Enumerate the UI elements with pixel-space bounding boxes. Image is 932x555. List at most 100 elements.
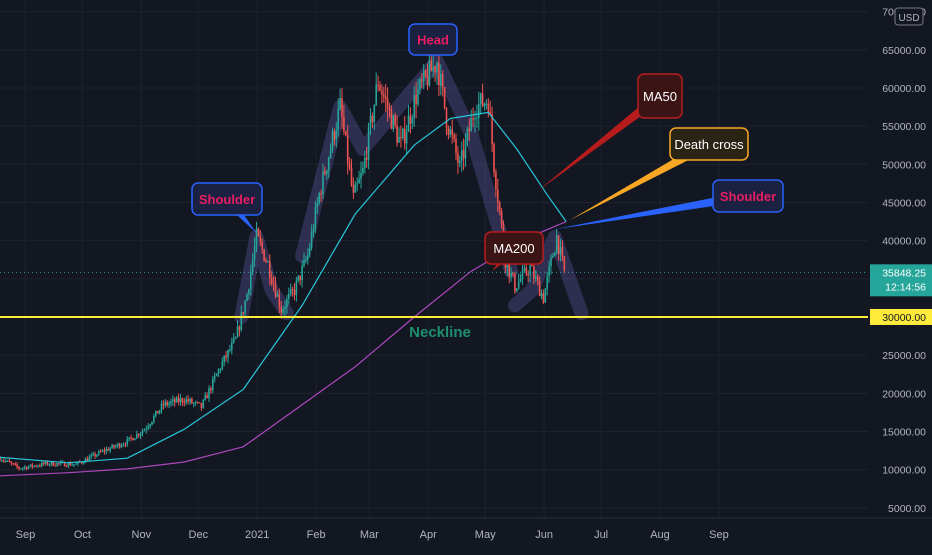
candle-body — [8, 460, 11, 463]
candle-body — [548, 266, 550, 277]
candle-body — [282, 309, 284, 313]
candle-body — [174, 399, 176, 403]
candle-body — [278, 294, 281, 308]
candle-body — [84, 458, 87, 463]
candle-body — [172, 399, 174, 402]
candle-body — [476, 117, 478, 119]
candle-body — [525, 267, 528, 274]
candle-body — [369, 115, 372, 127]
price-tick-label: 40000.00 — [882, 236, 926, 248]
candle-body — [18, 466, 20, 469]
candle-body — [86, 458, 89, 461]
candle-body — [189, 398, 191, 402]
candle-body — [455, 138, 457, 153]
candle-body — [221, 361, 224, 370]
candle-body — [33, 465, 35, 467]
countdown-label: 12:14:56 — [885, 281, 926, 293]
candle-body — [147, 426, 149, 429]
price-tick-label: 45000.00 — [882, 197, 926, 209]
candle-body — [181, 398, 184, 403]
neckline-price-badge — [870, 308, 932, 325]
time-tick-label: Nov — [132, 529, 152, 541]
candle-body — [162, 403, 165, 406]
callout-box[interactable] — [191, 182, 263, 216]
candle-body — [128, 437, 130, 439]
candle-body — [297, 275, 300, 281]
candle-body — [23, 466, 26, 468]
candle-body — [200, 402, 203, 408]
candle-body — [10, 462, 13, 464]
candle-body — [272, 283, 275, 285]
candle-body — [257, 228, 260, 237]
candle-body — [139, 433, 142, 436]
candle-body — [345, 131, 347, 136]
callout-box[interactable] — [637, 73, 683, 119]
time-tick-label: 2021 — [245, 529, 269, 541]
candle-body — [421, 79, 423, 82]
candle-body — [407, 115, 410, 132]
candle-body — [438, 62, 440, 86]
candle-body — [510, 272, 512, 277]
callout-label: Shoulder — [720, 189, 776, 204]
candle-body — [512, 272, 514, 275]
candle-body — [3, 460, 5, 462]
time-axis[interactable]: Sep Oct Nov Dec 2021 Feb Mar Apr May Jun Jul Aug Sep — [0, 517, 932, 550]
candle-body — [107, 449, 110, 451]
candle-body — [523, 267, 526, 271]
time-tick-label: Jul — [594, 529, 608, 541]
candle-body — [417, 89, 419, 105]
candle-body — [419, 79, 421, 90]
candle-body — [312, 229, 315, 233]
price-tick-label: 55000.00 — [882, 121, 926, 133]
candle-body — [466, 128, 469, 141]
candle-body — [31, 464, 34, 467]
candle-body — [516, 288, 518, 292]
candle-body — [73, 464, 75, 466]
right-shoulder-shape — [507, 229, 589, 321]
candle-body — [440, 74, 442, 86]
candle-body — [122, 444, 125, 446]
candle-body — [457, 152, 459, 164]
candle-body — [50, 461, 53, 465]
callout-pointer — [554, 191, 749, 230]
candle-body — [22, 467, 24, 469]
candle-body — [472, 117, 474, 120]
candle-body — [126, 438, 129, 445]
candle-body — [519, 279, 522, 282]
candle-body — [396, 125, 398, 143]
candle-body — [415, 95, 417, 105]
candle-body — [101, 450, 104, 452]
candle-body — [398, 136, 400, 143]
time-tick-label: Apr — [420, 529, 437, 541]
candle-body — [16, 464, 18, 467]
candle-body — [120, 445, 123, 448]
callout-box[interactable] — [484, 231, 544, 265]
annotations[interactable]: Head Shoulder Shoulder MA50 MA200 Death cross — [191, 23, 784, 272]
candle-body — [191, 398, 193, 404]
candle-body — [219, 369, 222, 371]
candle-body — [329, 149, 332, 158]
candle-body — [335, 130, 338, 140]
callout-box[interactable] — [408, 23, 458, 56]
candle-body — [41, 462, 43, 466]
candle-body — [546, 276, 548, 289]
candle-body — [495, 172, 497, 190]
candle-body — [145, 428, 148, 430]
callout-box[interactable] — [712, 179, 784, 213]
candle-body — [113, 445, 115, 448]
candle-body — [314, 207, 317, 230]
candle-body — [185, 399, 187, 403]
callout-box[interactable] — [669, 127, 749, 161]
candle-body — [405, 131, 408, 144]
price-axis[interactable]: 5000.00 10000.00 15000.00 20000.00 25000.00 3… — [868, 0, 932, 518]
candle-body — [37, 465, 39, 467]
candle-body — [151, 421, 153, 425]
currency-button[interactable]: USD — [894, 7, 924, 26]
candle-body — [267, 261, 269, 263]
candle-body — [253, 246, 256, 260]
candle-body — [318, 193, 320, 204]
candle-body — [155, 410, 157, 416]
candle-body — [232, 338, 235, 343]
